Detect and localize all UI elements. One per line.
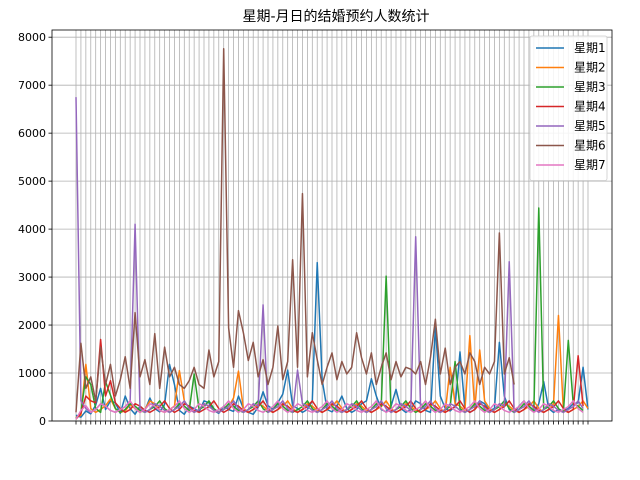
y-tick-label: 3000 xyxy=(18,271,46,284)
chart-title: 星期-月日的结婚预约人数统计 xyxy=(242,9,429,25)
y-tick-label: 6000 xyxy=(18,127,46,140)
y-tick-label: 2000 xyxy=(18,319,46,332)
series-line-1 xyxy=(75,261,589,418)
series-line-7 xyxy=(75,400,584,420)
series-line-4 xyxy=(75,338,584,420)
legend-box xyxy=(529,35,608,181)
axes-frame xyxy=(51,29,613,422)
y-tick-label: 0 xyxy=(39,415,46,428)
legend-label: 星期4 xyxy=(574,100,606,114)
legend: 星期1 星期2 星期3 星期4 星期5 星期6 星期7 xyxy=(529,35,608,181)
y-tick-label: 7000 xyxy=(18,79,46,92)
legend-label: 星期1 xyxy=(574,41,606,55)
legend-label: 星期3 xyxy=(574,80,606,94)
y-tick-label: 5000 xyxy=(18,175,46,188)
y-tick-label: 4000 xyxy=(18,223,46,236)
y-tick-label: 1000 xyxy=(18,367,46,380)
legend-label: 星期6 xyxy=(574,139,606,153)
plot-area: 0 1000 2000 3000 4000 5000 6000 7000 8000 xyxy=(18,29,613,428)
legend-label: 星期7 xyxy=(574,158,606,172)
legend-label: 星期2 xyxy=(574,61,606,75)
legend-label: 星期5 xyxy=(574,119,606,133)
y-tick-label: 8000 xyxy=(18,31,46,44)
series-line-6 xyxy=(75,47,515,413)
